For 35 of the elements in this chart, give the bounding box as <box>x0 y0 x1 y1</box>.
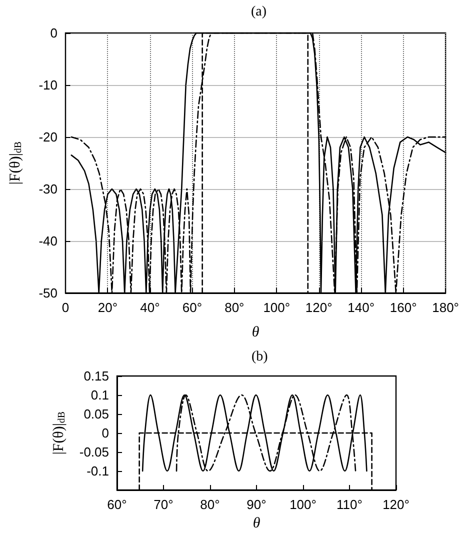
x-tick-label: 70° <box>154 497 174 512</box>
x-tick-label: 100° <box>290 497 316 512</box>
chart-title: (b) <box>252 350 268 364</box>
x-axis-title: θ <box>252 324 260 340</box>
x-tick-label: 0 <box>62 300 70 315</box>
x-tick-label: 120° <box>305 300 332 315</box>
y-axis-title: |F(θ)|dB <box>8 141 24 185</box>
x-tick-label: 20° <box>98 300 118 315</box>
x-tick-label: 100° <box>263 300 290 315</box>
y-tick-label: -0.1 <box>86 464 109 478</box>
x-tick-label: 90° <box>246 497 266 512</box>
x-tick-label: 120° <box>382 497 410 512</box>
y-tick-label: 0 <box>50 26 58 40</box>
x-tick-label: 110° <box>336 497 362 512</box>
y-tick-label: -0.05 <box>79 444 109 460</box>
x-tick-label: 140° <box>348 300 375 315</box>
x-tick-label: 60° <box>107 497 127 512</box>
y-tick-label: -40 <box>38 234 58 248</box>
x-tick-label: 180° <box>432 300 459 315</box>
y-tick-label: -50 <box>38 286 58 300</box>
y-axis-title: |F(θ)|dB <box>51 411 68 455</box>
y-tick-label: 0.15 <box>84 368 109 384</box>
y-tick-label: -20 <box>38 130 58 144</box>
x-tick-label: 160° <box>390 300 417 315</box>
y-tick-label: -10 <box>38 78 58 92</box>
y-tick-label: 0.1 <box>90 388 109 402</box>
chart-title: (a) <box>251 4 267 20</box>
y-tick-label: 0 <box>102 426 109 440</box>
x-tick-label: 40° <box>140 300 160 315</box>
y-tick-label: 0.05 <box>84 406 109 422</box>
x-tick-label: 80° <box>200 497 220 512</box>
y-tick-label: -30 <box>38 182 58 196</box>
x-tick-label: 80° <box>224 300 244 315</box>
x-axis-title: θ <box>252 516 261 532</box>
x-tick-label: 60° <box>182 300 202 315</box>
